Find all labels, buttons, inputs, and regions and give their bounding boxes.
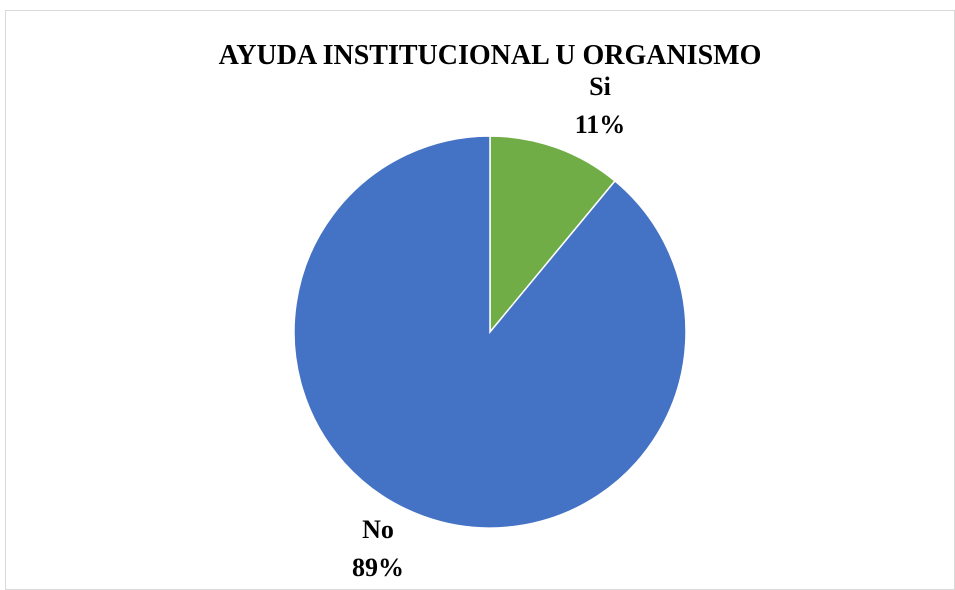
chart-title: AYUDA INSTITUCIONAL U ORGANISMO — [219, 40, 762, 71]
data-label-no-category: No — [362, 515, 394, 544]
data-label-no-percent: 89% — [352, 553, 404, 580]
data-label-si-percent: 11% — [575, 110, 626, 139]
data-label-si-category: Si — [589, 72, 611, 101]
pie-slices — [293, 135, 687, 529]
pie-slice-no — [293, 135, 687, 529]
pie-slice-si — [489, 135, 616, 335]
